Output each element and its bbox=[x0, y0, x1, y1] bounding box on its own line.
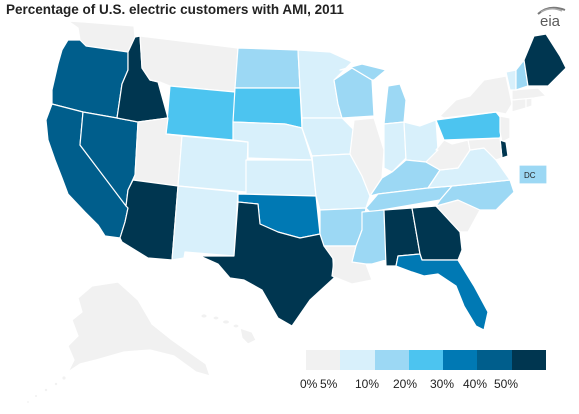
legend-label-40: 40% bbox=[463, 377, 488, 391]
dc-callout-box[interactable] bbox=[518, 164, 548, 185]
legend-label-10: 10% bbox=[355, 377, 380, 391]
legend-swatch-0 bbox=[306, 350, 341, 370]
state-NM[interactable] bbox=[171, 185, 239, 261]
legend-swatch-5 bbox=[340, 350, 375, 370]
state-NE[interactable] bbox=[232, 121, 313, 161]
legend-labels: 0% 5% 10% 20% 30% 40% 50% bbox=[300, 377, 560, 393]
eia-logo-arc-top bbox=[537, 6, 566, 15]
legend-label-20: 20% bbox=[393, 377, 418, 391]
legend-swatch-40 bbox=[477, 350, 512, 370]
legend-swatch-50 bbox=[511, 350, 546, 370]
eia-logo-arc-bottom bbox=[540, 8, 563, 13]
state-MA[interactable] bbox=[511, 87, 547, 101]
state-KS[interactable] bbox=[245, 159, 317, 197]
state-ND[interactable] bbox=[234, 47, 301, 89]
state-TX[interactable] bbox=[199, 201, 335, 327]
aleutian-islands bbox=[25, 375, 67, 405]
legend-label-0: 0% bbox=[300, 377, 318, 391]
state-AZ[interactable] bbox=[119, 179, 179, 261]
state-RI[interactable] bbox=[525, 97, 533, 109]
state-ID[interactable] bbox=[116, 35, 169, 123]
eia-logo-text: eia bbox=[540, 13, 561, 30]
state-HI[interactable] bbox=[200, 313, 257, 345]
state-CO[interactable] bbox=[177, 135, 249, 193]
state-OR[interactable] bbox=[51, 39, 129, 119]
legend-swatch-30 bbox=[443, 350, 478, 370]
legend-label-50: 50% bbox=[494, 377, 519, 391]
legend-swatch-10 bbox=[374, 350, 409, 370]
dc-label: DC bbox=[524, 171, 536, 180]
state-IA[interactable] bbox=[301, 117, 355, 157]
state-WV[interactable] bbox=[425, 139, 471, 171]
legend-swatches bbox=[306, 350, 546, 370]
legend-label-30: 30% bbox=[430, 377, 455, 391]
map-title: Percentage of U.S. electric customers wi… bbox=[6, 2, 344, 17]
state-AK[interactable] bbox=[67, 281, 211, 377]
legend-swatch-20 bbox=[408, 350, 444, 370]
eia-logo: eia bbox=[537, 6, 566, 30]
legend-label-5: 5% bbox=[320, 377, 338, 391]
state-MD[interactable] bbox=[467, 137, 503, 161]
state-ME[interactable] bbox=[523, 33, 567, 87]
state-WY[interactable] bbox=[165, 85, 236, 141]
state-NY[interactable] bbox=[439, 75, 513, 119]
state-FL[interactable] bbox=[395, 253, 489, 331]
state-NJ[interactable] bbox=[499, 115, 511, 143]
